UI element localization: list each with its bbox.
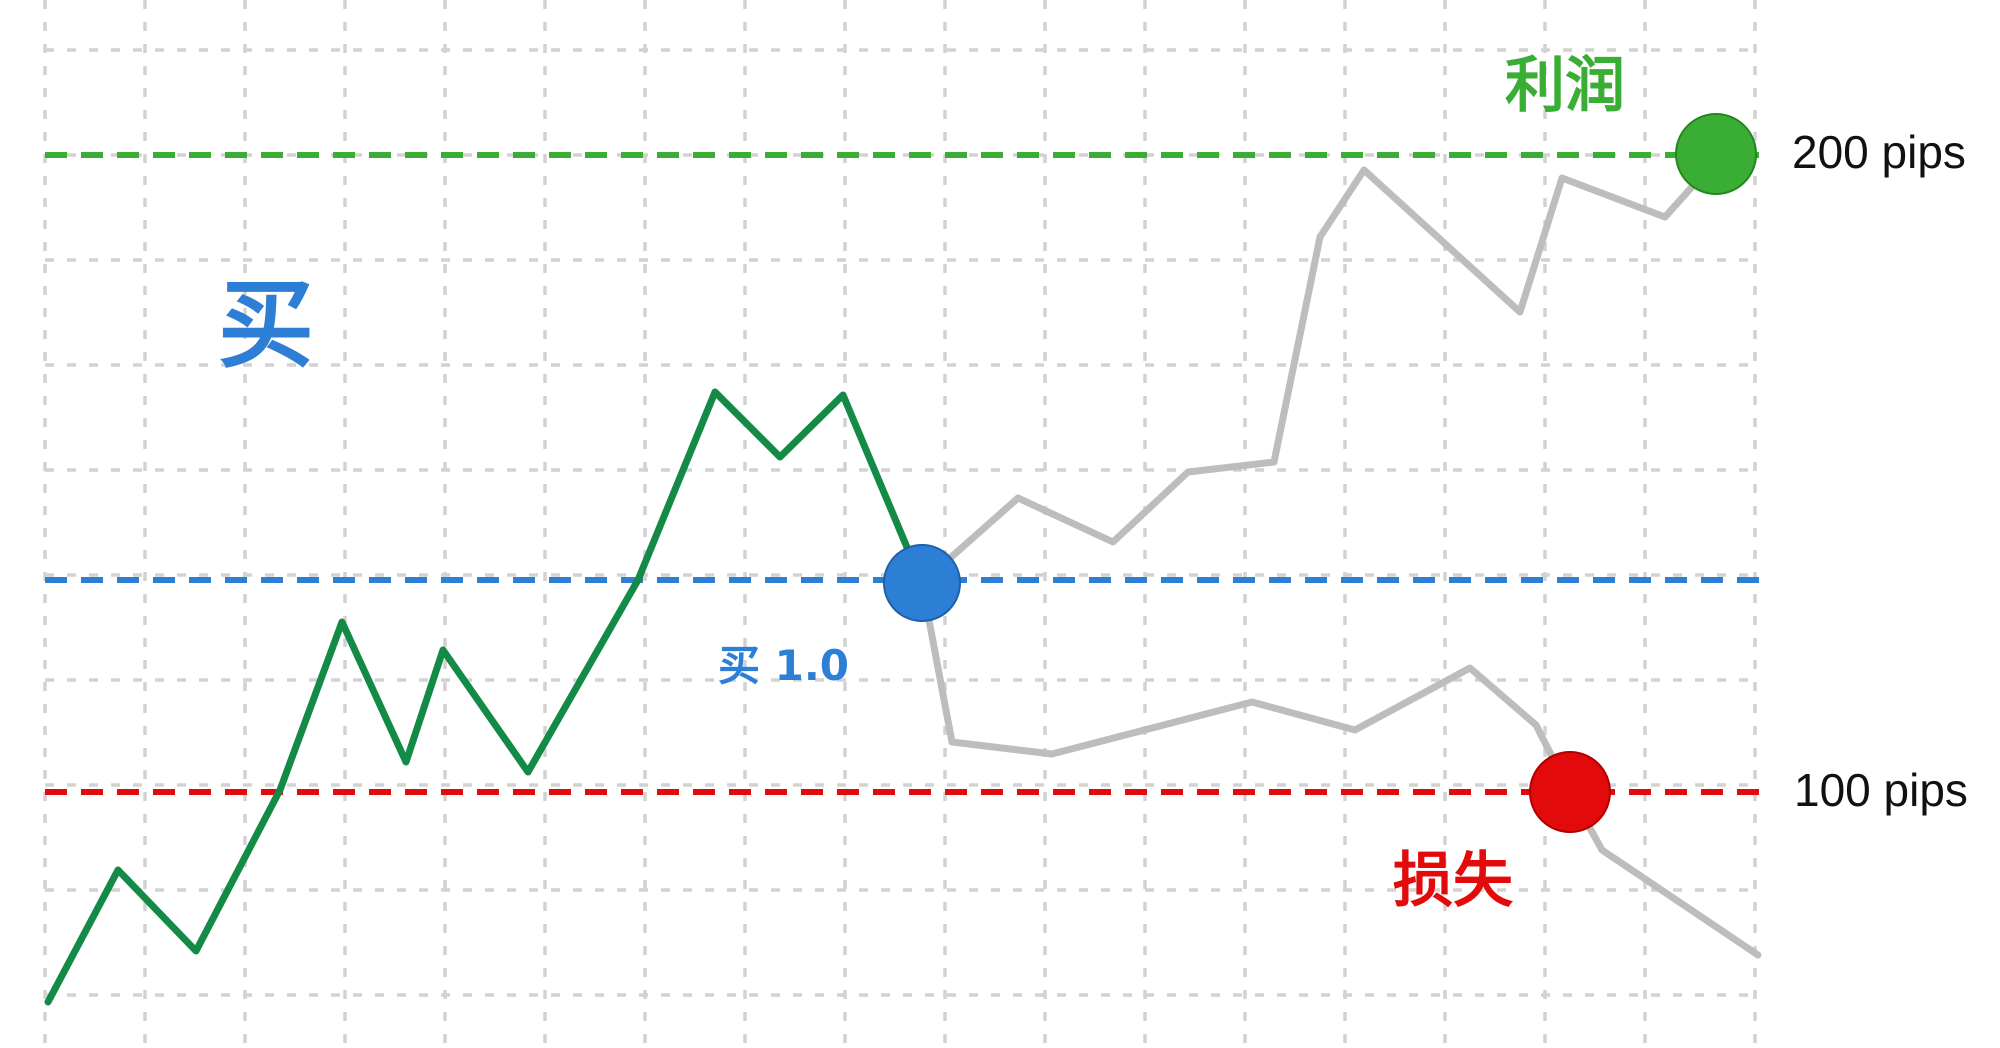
entry-point-marker <box>883 544 961 622</box>
stop-loss-pips-label: 100 pips <box>1794 764 1968 816</box>
stop-loss-marker <box>1529 751 1611 833</box>
price-history-path <box>44 388 926 1006</box>
profit-label: 利润 <box>1505 51 1625 121</box>
take-profit-marker <box>1675 113 1757 195</box>
direction-label: 买 <box>218 269 314 381</box>
loss-label: 损失 <box>1393 846 1513 916</box>
take-profit-pips-label: 200 pips <box>1792 126 1966 178</box>
loss-projection-path <box>918 579 1762 959</box>
entry-label: 买 1.0 <box>718 641 850 690</box>
profit-projection-path <box>918 156 1720 587</box>
